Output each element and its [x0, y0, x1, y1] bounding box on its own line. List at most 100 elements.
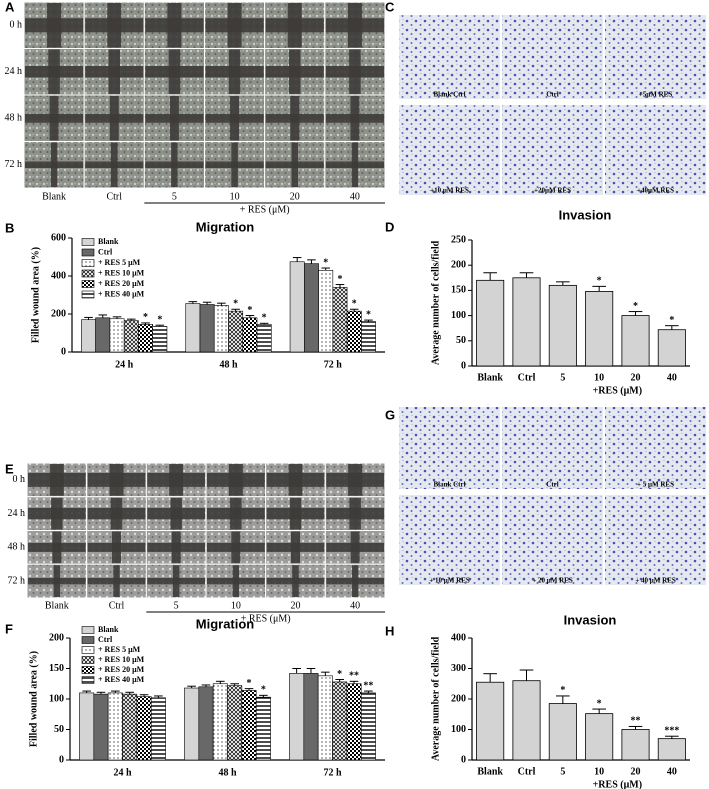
image-caption: + 20 μM RES	[532, 577, 573, 585]
legend-label: + RES 40 μM	[98, 289, 145, 298]
scratch	[325, 18, 384, 33]
x-tick-label: 20	[631, 372, 641, 383]
y-tick-label: 0	[61, 346, 66, 357]
scratch	[147, 507, 205, 520]
scratch	[205, 113, 264, 123]
scratch	[85, 161, 144, 168]
image-caption: Ctrl	[546, 481, 558, 489]
column-label: 20	[290, 191, 300, 202]
legend-label: + RES 40 μM	[98, 675, 145, 684]
bar	[332, 287, 348, 353]
scratch	[205, 18, 264, 33]
y-tick-label: 200	[51, 308, 66, 319]
row-label: 0 h	[10, 20, 23, 31]
scratch	[265, 113, 324, 123]
bar	[621, 729, 650, 761]
scratch	[205, 161, 264, 168]
bar	[227, 685, 243, 761]
significance: **	[363, 680, 373, 691]
scratch	[326, 542, 384, 552]
legend-swatch	[81, 676, 95, 684]
y-tick-label: 600	[51, 232, 66, 243]
scratch	[28, 577, 86, 585]
image-caption: Blank Ctrl	[433, 481, 465, 489]
bar	[241, 690, 257, 761]
column-label: 5	[172, 191, 177, 202]
bar	[361, 321, 376, 353]
panel-letter: B	[5, 220, 14, 235]
legend-label: + RES 10 μM	[98, 268, 145, 277]
legend-swatch	[81, 238, 95, 246]
bar	[228, 310, 244, 353]
x-tick-label: 20	[631, 766, 641, 777]
legend-swatch	[81, 646, 95, 654]
x-tick-label: 24 h	[115, 359, 134, 370]
significance: **	[631, 716, 641, 727]
scratch	[145, 113, 204, 123]
chart-title: Invasion	[564, 612, 617, 627]
legend-label: Blank	[98, 625, 119, 634]
bar	[346, 310, 362, 353]
y-tick-label: 200	[451, 259, 466, 270]
chart-title: Migration	[196, 219, 255, 234]
bar	[213, 305, 229, 353]
legend-label: Ctrl	[98, 635, 113, 644]
y-tick-label: 0	[59, 754, 64, 765]
x-tick-label: 10	[594, 766, 604, 777]
x-tick-label: 48 h	[219, 359, 238, 370]
column-label: 40	[350, 191, 360, 202]
bar	[152, 326, 168, 353]
significance: *	[597, 276, 602, 287]
image-caption: + 5 μM RES	[637, 481, 674, 489]
bar	[317, 675, 333, 761]
significance: *	[633, 301, 638, 312]
legend-label: + RES 10 μM	[98, 655, 145, 664]
scratch	[266, 542, 325, 552]
column-label: 10	[230, 191, 240, 202]
x-axis-label: +RES (μM)	[593, 385, 642, 396]
scratch	[207, 507, 265, 520]
bar	[123, 320, 139, 353]
legend-swatch	[81, 248, 95, 257]
significance: *	[366, 309, 371, 320]
y-tick-label: 400	[451, 632, 466, 643]
group-label: + RES (μM)	[241, 613, 291, 624]
micrograph	[397, 13, 502, 101]
significance: *	[247, 678, 252, 689]
legend-swatch	[81, 259, 95, 267]
significance: **	[349, 671, 359, 682]
chart-title: Invasion	[559, 207, 612, 222]
bar	[303, 673, 319, 761]
scratch	[25, 113, 84, 123]
bar	[198, 686, 214, 761]
bar	[318, 269, 334, 353]
significance: *	[337, 669, 342, 680]
x-tick-label: 72 h	[324, 359, 343, 370]
bar	[304, 263, 319, 353]
micrograph	[500, 405, 605, 491]
bar	[81, 319, 96, 353]
x-tick-label: 24 h	[113, 767, 132, 778]
scratch	[207, 542, 265, 552]
image-caption: +5μM RES	[639, 91, 673, 99]
bar	[79, 692, 95, 761]
x-tick-label: 10	[594, 372, 604, 383]
x-tick-label: Ctrl	[518, 766, 536, 777]
legend-label: + RES 20 μM	[98, 279, 145, 288]
bar	[548, 284, 577, 367]
y-tick-label: 0	[461, 360, 466, 371]
scratch	[145, 66, 204, 78]
y-tick-label: 50	[54, 724, 64, 735]
scratch	[207, 472, 265, 487]
scratch	[147, 577, 205, 585]
panel-letter: A	[5, 0, 15, 14]
column-label: Blank	[42, 191, 66, 202]
scratch	[87, 542, 146, 552]
panel-letter: C	[385, 0, 395, 14]
bar	[138, 324, 153, 353]
scratch	[326, 577, 384, 585]
scratch	[25, 161, 84, 168]
bar	[476, 681, 505, 761]
scratch	[85, 18, 144, 33]
bar	[212, 683, 228, 761]
